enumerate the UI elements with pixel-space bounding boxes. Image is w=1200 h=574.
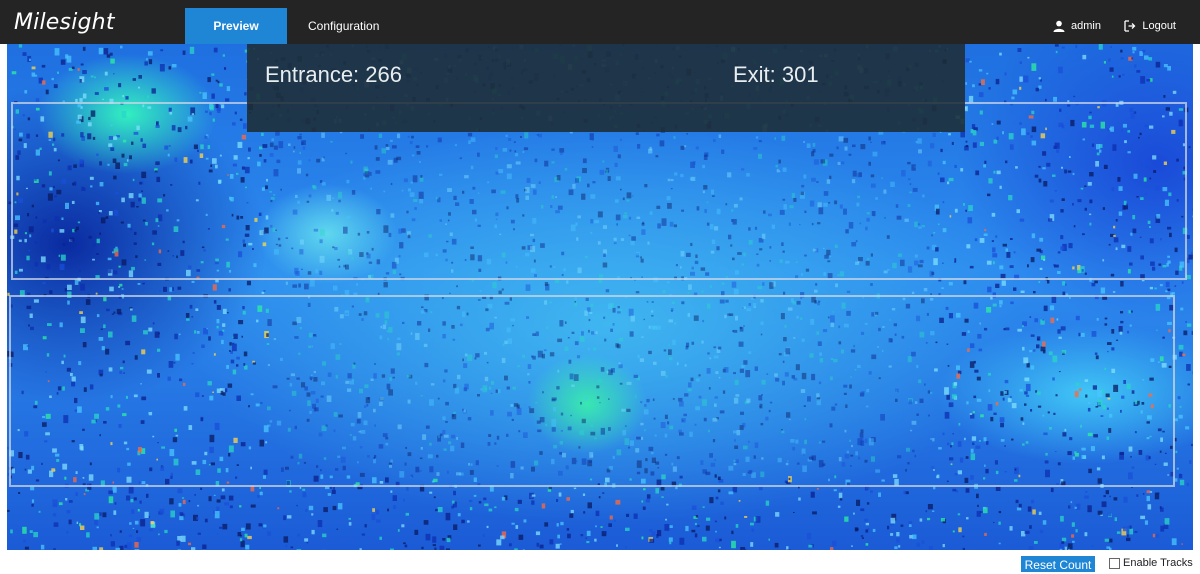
- brand-name: Milesight: [14, 10, 115, 35]
- enable-tracks-label: Enable Tracks: [1123, 557, 1193, 569]
- enable-tracks-checkbox[interactable]: [1109, 558, 1120, 569]
- logout-label: Logout: [1142, 8, 1176, 44]
- people-counter-overlay: Entrance: 266 Exit: 301: [247, 44, 965, 132]
- logout-icon: [1124, 20, 1136, 32]
- enable-tracks-toggle[interactable]: Enable Tracks: [1109, 557, 1193, 569]
- logout-button[interactable]: Logout: [1124, 8, 1176, 44]
- detection-region-2: [9, 295, 1175, 487]
- live-preview-video[interactable]: Entrance: 266 Exit: 301: [7, 44, 1193, 550]
- exit-count: Exit: 301: [733, 62, 819, 88]
- entrance-count: Entrance: 266: [265, 62, 402, 88]
- tab-preview[interactable]: Preview: [185, 8, 287, 44]
- user-menu[interactable]: admin: [1053, 8, 1101, 44]
- top-navigation-bar: Milesight Preview Configuration admin Lo…: [0, 0, 1200, 44]
- user-name: admin: [1071, 8, 1101, 44]
- tab-configuration[interactable]: Configuration: [308, 8, 379, 44]
- user-icon: [1053, 20, 1065, 32]
- brand-logo: Milesight: [14, 6, 115, 38]
